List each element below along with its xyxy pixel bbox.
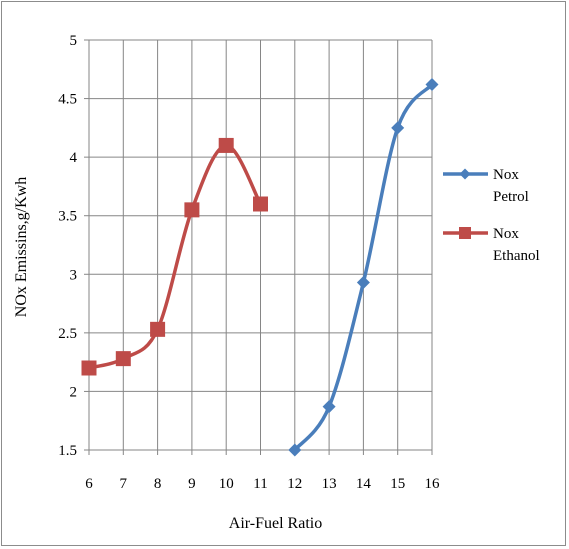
x-axis-ticks: 6 7 8 9 10 11 12 13 14 15 16 bbox=[85, 476, 440, 492]
x-tick-label: 16 bbox=[425, 476, 441, 492]
y-tick-label: 2.5 bbox=[58, 326, 77, 342]
legend-marker-0 bbox=[459, 168, 471, 180]
series-0 bbox=[288, 78, 439, 457]
data-point-0-2 bbox=[356, 275, 370, 289]
y-tick-label: 2 bbox=[70, 384, 78, 400]
legend-label-0-1: Petrol bbox=[493, 189, 529, 205]
x-axis-title: Air-Fuel Ratio bbox=[229, 515, 322, 532]
y-tick-label: 5 bbox=[70, 33, 78, 49]
y-axis-ticks: 1.5 2 2.5 3 3.5 4 4.5 5 bbox=[58, 33, 77, 459]
legend-label-0-0: Nox bbox=[493, 167, 519, 183]
data-point-1-4 bbox=[218, 137, 234, 153]
data-point-1-2 bbox=[150, 321, 166, 337]
legend-label-1-0: Nox bbox=[493, 226, 519, 242]
data-point-0-4 bbox=[425, 78, 439, 92]
x-tick-label: 9 bbox=[188, 476, 196, 492]
series-layer bbox=[81, 78, 439, 457]
data-point-1-0 bbox=[81, 360, 97, 376]
data-point-1-5 bbox=[253, 196, 268, 212]
data-point-1-3 bbox=[184, 202, 200, 218]
legend: Nox Petrol Nox Ethanol bbox=[443, 167, 540, 264]
x-tick-label: 12 bbox=[287, 476, 302, 492]
x-tick-label: 7 bbox=[120, 476, 128, 492]
x-tick-label: 10 bbox=[219, 476, 234, 492]
data-point-1-1 bbox=[115, 351, 131, 367]
y-tick-label: 4 bbox=[70, 150, 78, 166]
legend-entry-0: Nox Petrol bbox=[443, 167, 529, 205]
series-line-1 bbox=[87, 143, 263, 370]
x-tick-label: 6 bbox=[85, 476, 93, 492]
legend-entry-1: Nox Ethanol bbox=[443, 226, 540, 264]
data-point-0-1 bbox=[322, 400, 336, 414]
y-tick-label: 3.5 bbox=[58, 209, 77, 225]
x-tick-label: 13 bbox=[322, 476, 337, 492]
x-tick-label: 14 bbox=[356, 476, 372, 492]
grid-lines bbox=[88, 39, 433, 451]
data-point-0-3 bbox=[391, 121, 405, 135]
legend-marker-1 bbox=[459, 227, 471, 239]
axes bbox=[84, 39, 433, 455]
x-tick-label: 15 bbox=[390, 476, 405, 492]
series-1 bbox=[81, 137, 268, 376]
y-axis-title: NOx Emissins,g/Kwh bbox=[13, 177, 30, 317]
x-tick-label: 8 bbox=[154, 476, 162, 492]
y-tick-label: 4.5 bbox=[58, 92, 77, 108]
legend-label-1-1: Ethanol bbox=[493, 248, 540, 264]
y-tick-label: 1.5 bbox=[58, 443, 77, 459]
data-point-0-0 bbox=[288, 443, 302, 457]
x-tick-label: 11 bbox=[253, 476, 267, 492]
y-tick-label: 3 bbox=[70, 267, 78, 283]
